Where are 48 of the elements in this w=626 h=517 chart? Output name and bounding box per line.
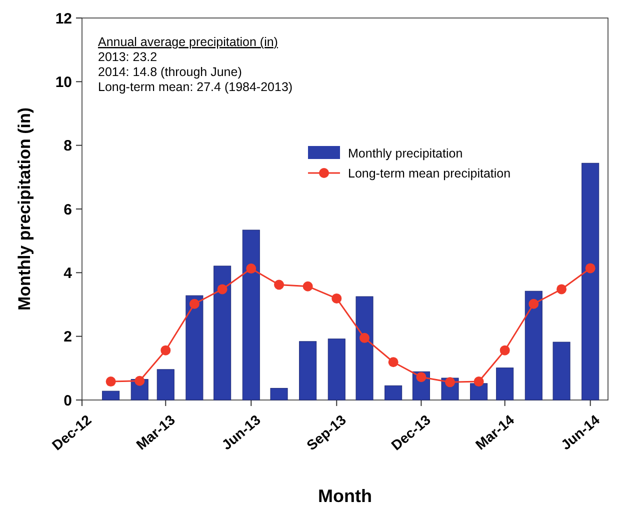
annotation: Annual average precipitation (in)	[98, 35, 278, 49]
point	[388, 357, 398, 368]
point	[556, 284, 567, 294]
point	[274, 280, 284, 290]
bar	[102, 390, 120, 400]
annotation: 2013: 23.2	[98, 50, 158, 64]
bar	[384, 385, 402, 400]
point	[189, 298, 200, 309]
point	[160, 345, 171, 356]
bar	[270, 388, 288, 400]
y-tick-label: 6	[64, 201, 72, 218]
annotation: 2014: 14.8 (through June)	[98, 65, 242, 79]
point	[302, 281, 313, 292]
y-axis-title: Monthly precipitation (in)	[15, 107, 34, 311]
y-tick-label: 0	[64, 392, 72, 410]
bar	[299, 341, 317, 400]
y-tick-label: 8	[64, 138, 72, 155]
point	[474, 376, 484, 387]
bar	[214, 266, 232, 400]
bar	[242, 230, 260, 400]
bar	[328, 338, 346, 400]
point	[416, 372, 426, 382]
point	[528, 298, 539, 309]
bar	[552, 342, 570, 400]
bar	[156, 369, 174, 400]
bar	[356, 296, 374, 400]
legend-label: Monthly precipitation	[348, 146, 463, 160]
bar	[470, 383, 488, 400]
x-axis-title: Month	[318, 486, 372, 506]
bar	[524, 290, 542, 400]
y-tick-label: 4	[64, 264, 73, 282]
point	[585, 263, 596, 274]
bar	[582, 162, 600, 400]
point	[360, 332, 370, 343]
point	[246, 264, 256, 274]
legend-label: Long-term mean precipitation	[348, 166, 511, 180]
bar	[186, 295, 204, 400]
point	[134, 376, 145, 386]
point	[500, 345, 510, 356]
y-tick-label: 2	[64, 328, 72, 346]
annotation: Long-term mean: 27.4 (1984-2013)	[98, 80, 293, 94]
y-tick-label: 10	[55, 74, 72, 91]
y-tick-label: 12	[55, 10, 72, 28]
bar	[496, 368, 514, 400]
point	[332, 293, 342, 304]
point	[217, 284, 228, 294]
point	[445, 377, 456, 388]
point	[106, 376, 116, 387]
